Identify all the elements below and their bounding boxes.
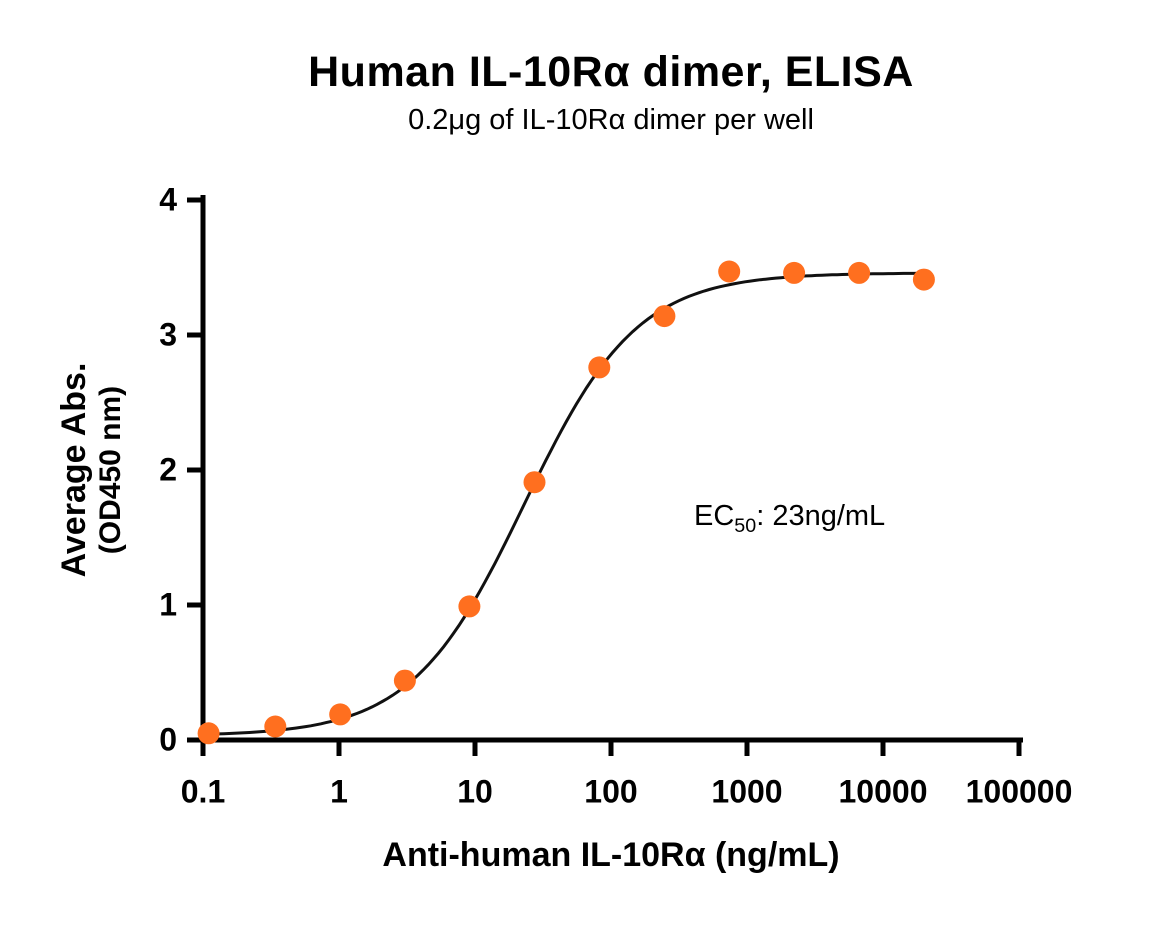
ec50-prefix: EC bbox=[694, 500, 735, 532]
fit-curve bbox=[208, 271, 924, 736]
data-point bbox=[197, 722, 220, 745]
x-tick-label: 1000 bbox=[711, 773, 783, 810]
x-tick-label: 0.1 bbox=[180, 773, 226, 810]
x-tick-label: 100 bbox=[584, 773, 638, 810]
x-tick-label: 10000 bbox=[838, 773, 928, 810]
x-tick-label: 10 bbox=[457, 773, 493, 810]
data-point bbox=[523, 471, 546, 494]
chart-subtitle: 0.2μg of IL-10Rα dimer per well bbox=[408, 104, 814, 136]
data-point bbox=[848, 261, 871, 284]
ec50-annotation: EC50: 23ng/mL bbox=[694, 500, 885, 538]
data-point bbox=[329, 703, 352, 726]
x-tick-label: 1 bbox=[330, 773, 348, 810]
y-tick-label: 4 bbox=[159, 181, 177, 218]
data-point bbox=[393, 669, 416, 692]
y-tick-label: 0 bbox=[159, 721, 177, 758]
data-point bbox=[653, 305, 676, 328]
chart-title: Human IL-10Rα dimer, ELISA bbox=[308, 48, 914, 96]
data-point bbox=[783, 261, 806, 284]
ec50-subscript: 50 bbox=[734, 514, 757, 537]
ec50-value: : 23ng/mL bbox=[756, 500, 886, 532]
data-point bbox=[458, 595, 481, 618]
data-point bbox=[264, 715, 287, 738]
y-tick-label: 2 bbox=[159, 451, 177, 488]
data-point bbox=[912, 268, 935, 291]
y-tick-label: 3 bbox=[159, 316, 177, 353]
y-tick-label: 1 bbox=[159, 586, 177, 623]
x-tick-label: 100000 bbox=[965, 773, 1073, 810]
x-axis-label: Anti-human IL-10Rα (ng/mL) bbox=[382, 836, 840, 874]
data-point bbox=[588, 356, 611, 379]
data-point bbox=[718, 260, 741, 283]
